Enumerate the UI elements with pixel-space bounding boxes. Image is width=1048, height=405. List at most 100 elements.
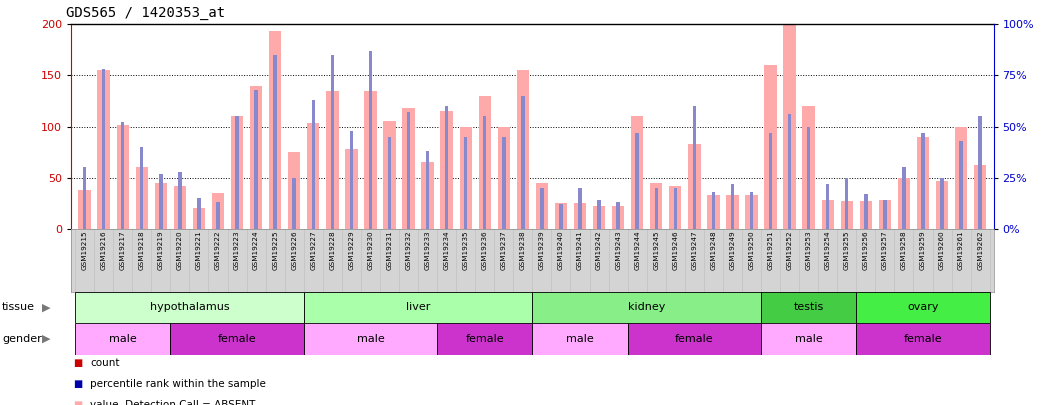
- Text: tissue: tissue: [2, 303, 35, 312]
- Bar: [135, 168, 148, 229]
- Bar: [121, 122, 125, 229]
- Bar: [902, 168, 905, 229]
- Text: kidney: kidney: [628, 303, 665, 312]
- Bar: [116, 124, 129, 229]
- Bar: [979, 116, 982, 229]
- Bar: [764, 65, 777, 229]
- Bar: [674, 188, 677, 229]
- Bar: [140, 147, 144, 229]
- Text: GSM19232: GSM19232: [406, 231, 412, 270]
- Text: GSM19253: GSM19253: [806, 231, 811, 270]
- Text: GSM19225: GSM19225: [272, 231, 278, 270]
- Text: GSM19218: GSM19218: [138, 231, 145, 270]
- Bar: [856, 292, 989, 323]
- Text: GSM19223: GSM19223: [234, 231, 240, 270]
- Bar: [689, 144, 700, 229]
- Text: GSM19238: GSM19238: [520, 231, 526, 270]
- Bar: [384, 122, 396, 229]
- Text: GDS565 / 1420353_at: GDS565 / 1420353_at: [66, 6, 225, 20]
- Bar: [631, 116, 643, 229]
- Bar: [521, 96, 525, 229]
- Bar: [464, 137, 467, 229]
- Bar: [212, 193, 224, 229]
- Bar: [483, 116, 486, 229]
- Text: GSM19228: GSM19228: [329, 231, 335, 270]
- Bar: [269, 32, 281, 229]
- Text: GSM19219: GSM19219: [158, 231, 163, 270]
- Text: ▶: ▶: [42, 303, 50, 312]
- Bar: [193, 208, 205, 229]
- Bar: [326, 91, 339, 229]
- Text: GSM19259: GSM19259: [920, 231, 926, 270]
- Bar: [365, 91, 376, 229]
- Bar: [255, 90, 258, 229]
- Text: GSM19239: GSM19239: [539, 231, 545, 270]
- Bar: [402, 108, 415, 229]
- Text: count: count: [90, 358, 119, 368]
- Text: testis: testis: [793, 303, 824, 312]
- Text: ■: ■: [73, 400, 83, 405]
- Bar: [369, 51, 372, 229]
- Text: percentile rank within the sample: percentile rank within the sample: [90, 379, 266, 389]
- Bar: [707, 195, 720, 229]
- Bar: [532, 292, 761, 323]
- Text: GSM19226: GSM19226: [291, 231, 298, 270]
- Text: value, Detection Call = ABSENT: value, Detection Call = ABSENT: [90, 400, 256, 405]
- Bar: [79, 190, 91, 229]
- Text: GSM19248: GSM19248: [711, 231, 717, 270]
- Bar: [437, 323, 532, 355]
- Bar: [440, 111, 453, 229]
- Bar: [75, 323, 171, 355]
- Bar: [726, 195, 739, 229]
- Text: ovary: ovary: [908, 303, 939, 312]
- Bar: [304, 323, 437, 355]
- Text: GSM19241: GSM19241: [577, 231, 583, 270]
- Bar: [669, 186, 681, 229]
- Text: male: male: [794, 334, 823, 344]
- Bar: [974, 165, 986, 229]
- Bar: [761, 292, 856, 323]
- Text: GSM19260: GSM19260: [939, 231, 945, 270]
- Bar: [102, 69, 106, 229]
- Text: GSM19231: GSM19231: [387, 231, 392, 270]
- Bar: [532, 323, 628, 355]
- Text: GSM19234: GSM19234: [443, 231, 450, 270]
- Bar: [97, 70, 110, 229]
- Bar: [859, 201, 872, 229]
- Text: ■: ■: [73, 358, 83, 368]
- Bar: [407, 112, 410, 229]
- Bar: [730, 184, 735, 229]
- Text: GSM19237: GSM19237: [501, 231, 507, 270]
- Bar: [536, 183, 548, 229]
- Bar: [940, 178, 944, 229]
- Bar: [826, 184, 829, 229]
- Bar: [650, 183, 662, 229]
- Text: GSM19217: GSM19217: [119, 231, 126, 270]
- Text: GSM19256: GSM19256: [863, 231, 869, 270]
- Text: GSM19249: GSM19249: [729, 231, 736, 270]
- Text: GSM19233: GSM19233: [424, 231, 431, 270]
- Bar: [878, 200, 891, 229]
- Bar: [745, 195, 758, 229]
- Text: GSM19221: GSM19221: [196, 231, 202, 270]
- Bar: [616, 202, 619, 229]
- Bar: [761, 323, 856, 355]
- Text: GSM19240: GSM19240: [558, 231, 564, 270]
- Text: female: female: [465, 334, 504, 344]
- Bar: [330, 55, 334, 229]
- Bar: [856, 323, 989, 355]
- Bar: [421, 162, 434, 229]
- Bar: [292, 178, 296, 229]
- Bar: [749, 192, 754, 229]
- Text: GSM19247: GSM19247: [692, 231, 697, 270]
- Bar: [560, 204, 563, 229]
- Text: GSM19254: GSM19254: [825, 231, 831, 270]
- Text: GSM19261: GSM19261: [958, 231, 964, 270]
- Bar: [593, 206, 606, 229]
- Text: GSM19255: GSM19255: [844, 231, 850, 270]
- Text: GSM19250: GSM19250: [748, 231, 755, 270]
- Bar: [769, 133, 772, 229]
- Bar: [655, 188, 658, 229]
- Text: GSM19229: GSM19229: [348, 231, 354, 270]
- Bar: [898, 178, 910, 229]
